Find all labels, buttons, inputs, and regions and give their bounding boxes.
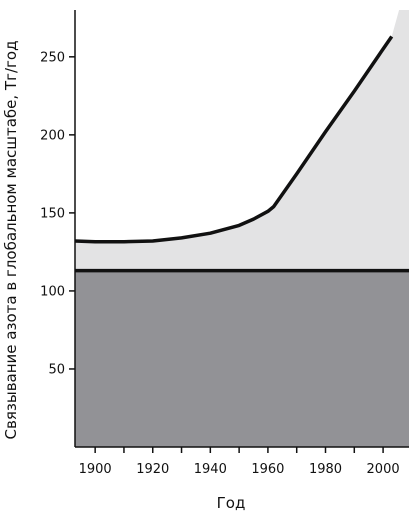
- x-tick-label: 1920: [136, 462, 169, 477]
- x-tick-label: 1940: [194, 462, 227, 477]
- y-tick-label: 150: [40, 206, 65, 221]
- x-tick-label: 2000: [367, 462, 400, 477]
- x-tick-label: 1960: [251, 462, 284, 477]
- upper-area: [75, 10, 409, 271]
- lower-area: [75, 270, 409, 447]
- y-tick-label: 200: [40, 128, 65, 143]
- x-axis-title: Год: [217, 494, 246, 512]
- total-fixation-line: [75, 35, 394, 244]
- x-tick-label: 1980: [309, 462, 342, 477]
- y-tick-label: 100: [40, 284, 65, 299]
- chart-axes: 50 100 150 200 250 1900 1920 1940 1960 1980 2000: [40, 10, 409, 477]
- chart-lines: [75, 35, 409, 273]
- x-tick-label: 1900: [79, 462, 112, 477]
- y-tick-label: 250: [40, 50, 65, 65]
- chart-areas: [75, 10, 409, 447]
- y-tick-label: 50: [48, 362, 65, 377]
- y-axis-title: Связывание азота в глобальном масштабе, …: [2, 41, 20, 440]
